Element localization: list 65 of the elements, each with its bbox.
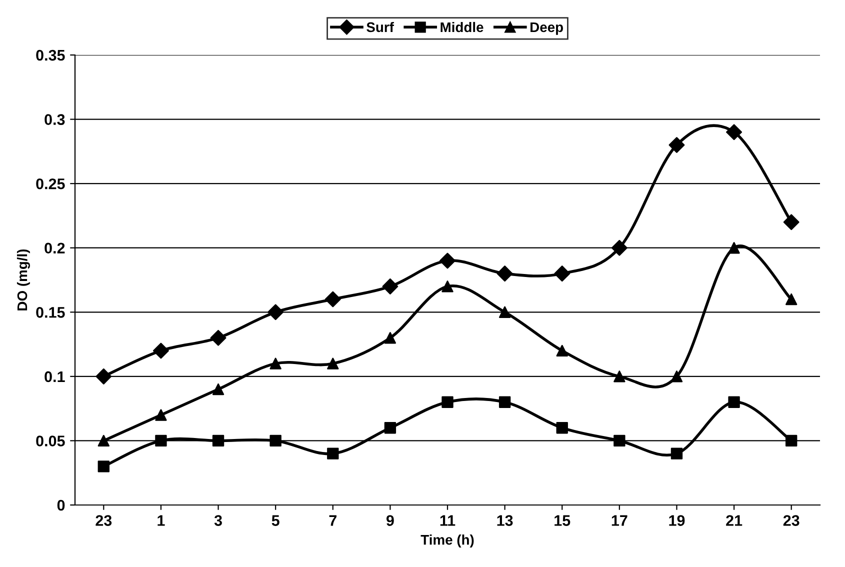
- point: [726, 124, 742, 140]
- x-tick-label: 23: [96, 515, 112, 526]
- x-tick-label: 23: [783, 515, 800, 526]
- point: [155, 434, 167, 447]
- x-tick-label: 3: [214, 515, 222, 526]
- point: [498, 396, 511, 408]
- point: [212, 434, 224, 447]
- point: [327, 448, 339, 460]
- point: [268, 304, 284, 320]
- point: [212, 383, 224, 396]
- y-tick-label: 0.25: [36, 178, 65, 190]
- point: [98, 460, 110, 472]
- point: [152, 342, 169, 359]
- x-tick-label: 19: [669, 515, 685, 526]
- point: [384, 332, 396, 344]
- legend-label: Deep: [530, 22, 563, 35]
- point: [98, 434, 110, 447]
- x-tick-label: 9: [386, 515, 394, 526]
- point: [384, 422, 396, 434]
- x-tick-label: 11: [440, 515, 456, 526]
- point: [324, 291, 341, 308]
- point: [442, 396, 454, 408]
- point: [614, 370, 626, 382]
- point: [728, 242, 740, 254]
- point: [270, 434, 282, 447]
- y-tick-label: 0.3: [44, 114, 65, 125]
- point: [611, 240, 628, 256]
- point: [556, 422, 568, 434]
- x-tick-label: 15: [554, 515, 570, 526]
- point: [728, 396, 740, 408]
- point: [556, 344, 568, 357]
- y-tick-label: 0.15: [36, 307, 65, 318]
- point: [440, 252, 456, 269]
- point: [668, 137, 685, 153]
- y-tick-label: 0.05: [36, 436, 65, 446]
- point: [210, 330, 226, 346]
- point: [614, 434, 626, 447]
- point: [442, 280, 454, 292]
- x-tick-label: 7: [329, 515, 336, 526]
- point: [786, 293, 798, 306]
- y-tick-label: 0.35: [36, 50, 65, 61]
- point: [498, 306, 511, 318]
- legend-label: Middle: [440, 22, 484, 32]
- x-tick-label: 17: [612, 515, 628, 526]
- point: [155, 409, 167, 421]
- y-axis-title: DO (mg/l): [16, 249, 30, 310]
- point: [96, 368, 112, 384]
- point: [783, 214, 800, 230]
- legend-label: Surf: [366, 22, 394, 32]
- x-tick-label: 13: [497, 515, 513, 526]
- point: [496, 266, 513, 282]
- point: [270, 358, 282, 370]
- x-tick-label: 21: [726, 515, 742, 526]
- point: [786, 434, 798, 447]
- x-tick-label: 5: [272, 515, 280, 526]
- point: [382, 278, 398, 294]
- y-tick-label: 0.2: [44, 242, 65, 254]
- point: [670, 370, 683, 382]
- point: [554, 266, 570, 282]
- y-tick-label: 0: [57, 500, 65, 511]
- point: [670, 448, 683, 460]
- x-axis-title: Time (h): [420, 534, 474, 548]
- x-tick-label: 1: [158, 515, 165, 526]
- point: [327, 358, 339, 370]
- y-tick-label: 0.1: [44, 371, 65, 382]
